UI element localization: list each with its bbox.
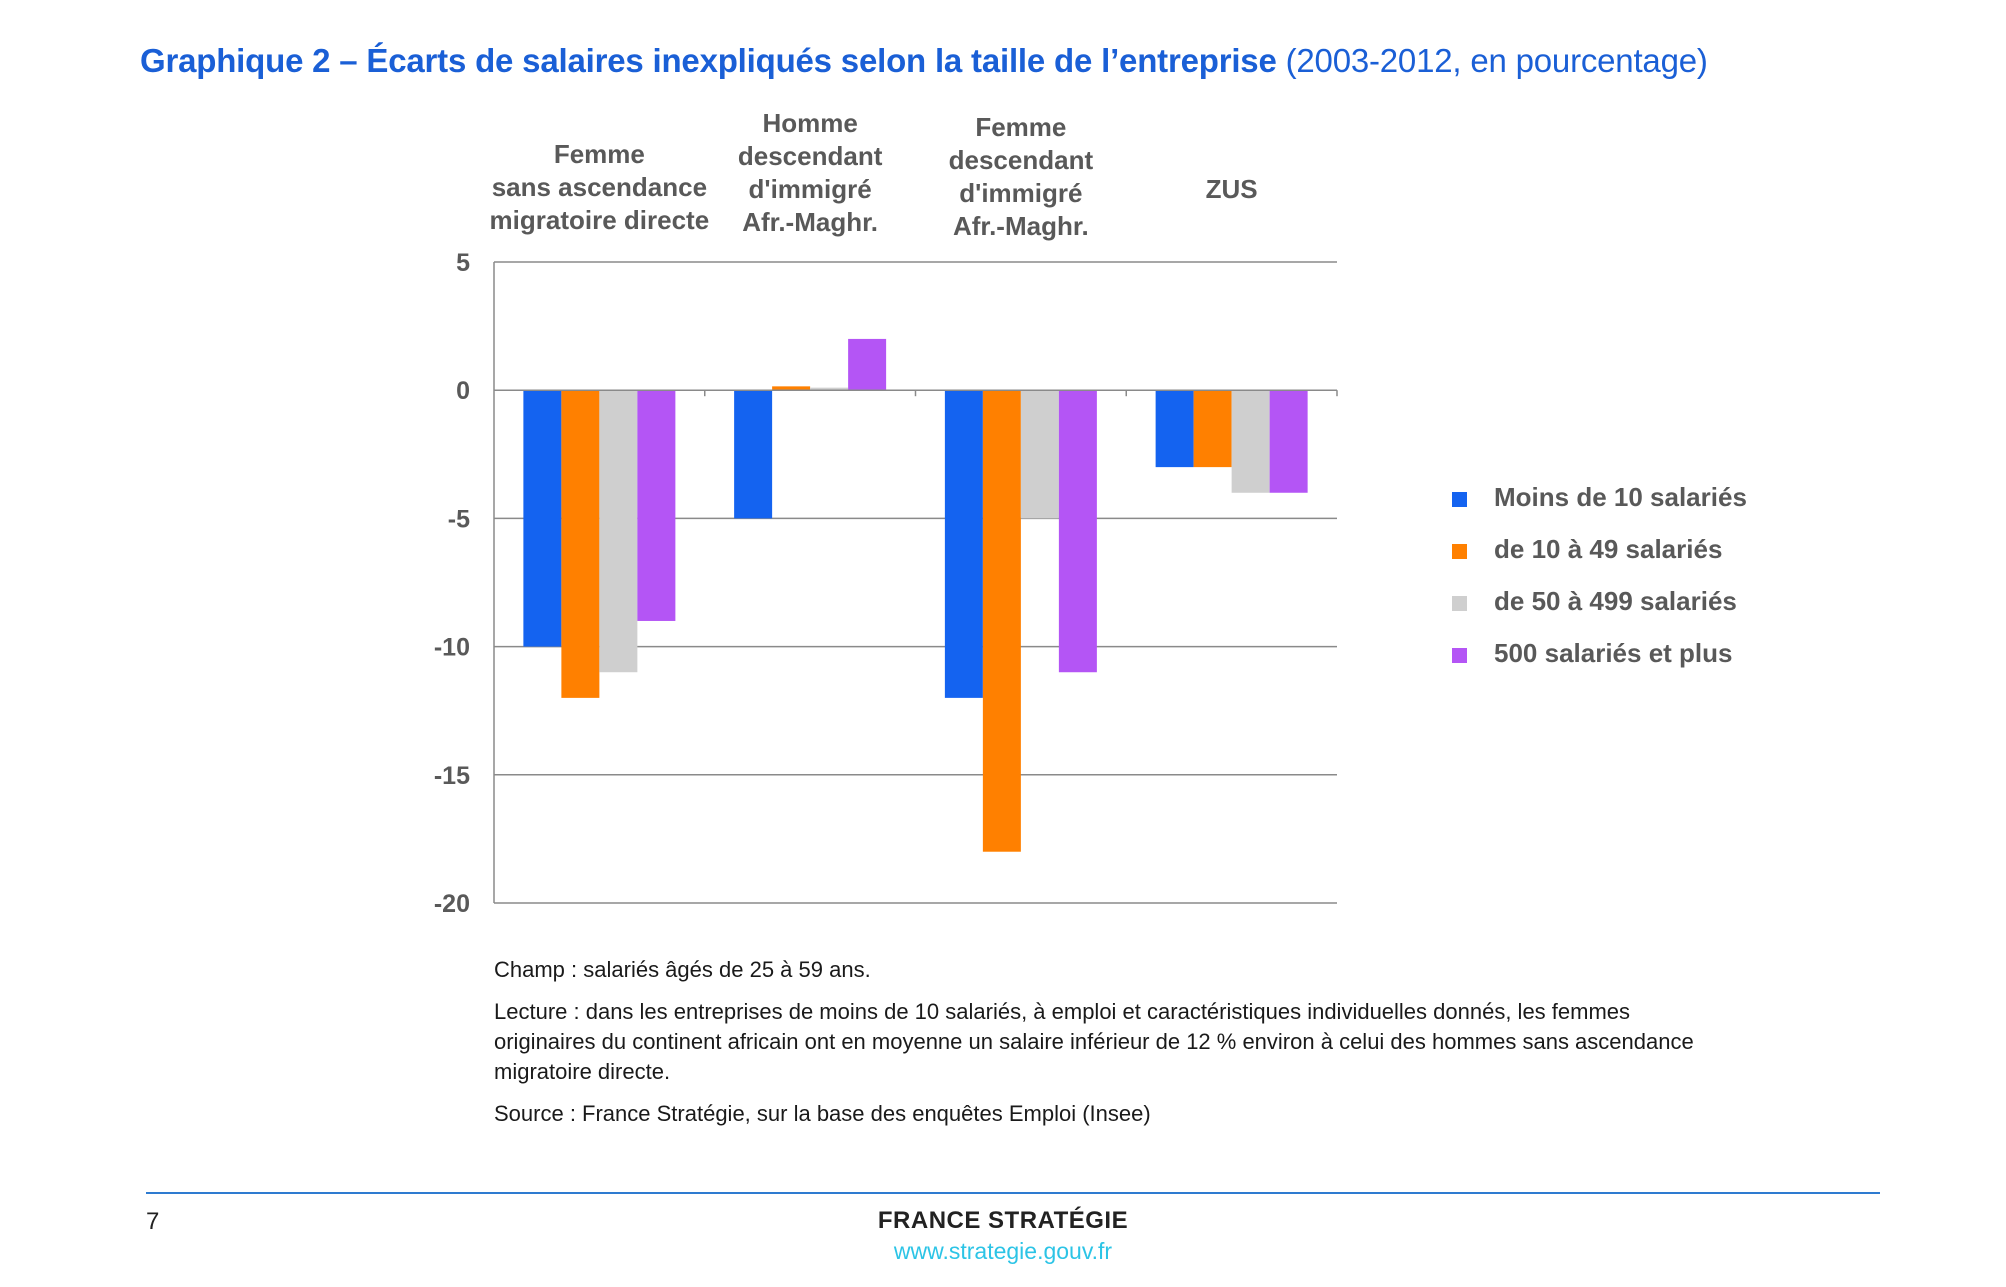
footer-url[interactable]: www.strategie.gouv.fr xyxy=(893,1238,1113,1264)
bar xyxy=(772,386,811,391)
bar xyxy=(523,390,562,647)
legend-swatch xyxy=(1452,596,1467,611)
legend-swatch xyxy=(1452,492,1467,507)
category-label: descendant xyxy=(949,145,1094,175)
bar xyxy=(1231,390,1270,493)
legend-label: de 50 à 499 salariés xyxy=(1494,586,1737,616)
bar xyxy=(637,390,676,621)
bar xyxy=(1193,390,1232,468)
bar xyxy=(944,390,983,698)
axes: 5 0 -5 -10 -15 -20 xyxy=(434,249,1338,918)
category-label: d'immigré xyxy=(749,174,872,204)
bar xyxy=(810,387,849,391)
y-tick-label: -5 xyxy=(448,505,470,533)
category-label: Afr.-Maghr. xyxy=(953,211,1089,241)
bar xyxy=(1269,390,1308,493)
y-tick-label: -20 xyxy=(434,890,470,918)
gridlines xyxy=(494,261,1337,904)
bar xyxy=(734,390,773,519)
y-tick-label: 5 xyxy=(456,249,470,277)
legend-label: 500 salariés et plus xyxy=(1494,638,1732,668)
category-label: ZUS xyxy=(1206,174,1258,204)
category-label: Homme xyxy=(762,108,857,138)
note-champ: Champ : salariés âgés de 25 à 59 ans. xyxy=(494,957,871,982)
legend-label: Moins de 10 salariés xyxy=(1494,482,1747,512)
y-tick-label: 0 xyxy=(456,377,470,405)
y-tick-label: -10 xyxy=(434,634,470,662)
legend-swatch xyxy=(1452,544,1467,559)
category-label: descendant xyxy=(738,141,883,171)
category-label: d'immigré xyxy=(959,178,1082,208)
chart-title-main: Graphique 2 – Écarts de salaires inexpli… xyxy=(140,42,1277,79)
y-tick-label: -15 xyxy=(434,762,470,790)
note-source: Source : France Stratégie, sur la base d… xyxy=(494,1101,1151,1126)
chart-title: Graphique 2 – Écarts de salaires inexpli… xyxy=(140,42,1708,80)
bar xyxy=(599,390,638,673)
bar xyxy=(561,390,600,698)
bar xyxy=(1020,390,1059,519)
category-label: sans ascendance xyxy=(492,172,707,202)
chart-title-sub: (2003-2012, en pourcentage) xyxy=(1285,42,1708,79)
chart-notes: Champ : salariés âgés de 25 à 59 ans. Le… xyxy=(494,955,1694,1141)
legend: Moins de 10 salariés de 10 à 49 salariés d… xyxy=(1452,482,1747,668)
category-label: Femme xyxy=(975,112,1066,142)
category-label: Femme xyxy=(554,139,645,169)
note-lecture: Lecture : dans les entreprises de moins … xyxy=(494,999,1694,1084)
footer-brand: FRANCE STRATÉGIE xyxy=(877,1207,1129,1234)
legend-swatch xyxy=(1452,648,1467,663)
category-label: migratoire directe xyxy=(490,205,710,235)
category-label: Afr.-Maghr. xyxy=(742,207,878,237)
bar xyxy=(1155,390,1194,468)
legend-label: de 10 à 49 salariés xyxy=(1494,534,1722,564)
page-number: 7 xyxy=(146,1208,160,1235)
bar xyxy=(982,390,1021,852)
footer-divider xyxy=(146,1192,1880,1194)
bar xyxy=(848,338,887,391)
bars xyxy=(523,338,1308,852)
bar xyxy=(1058,390,1097,673)
